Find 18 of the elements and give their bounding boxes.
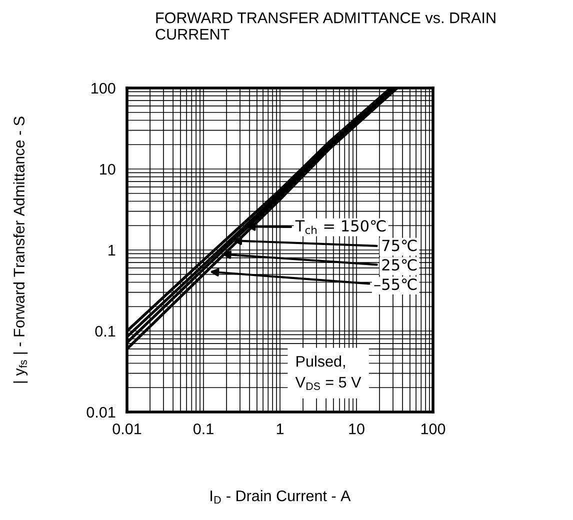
x-axis-title: I$_{D}$ - Drain Current - A — [210, 490, 351, 504]
annotation: –55℃ — [374, 278, 417, 290]
annotation: Pulsed, V$_{DS}$ = 5 V — [295, 356, 362, 390]
y-axis-title: | y$_{fs}$ | - Forward Transfer Admittance - S — [13, 116, 28, 383]
y-tick-label: 0.1 — [95, 326, 116, 337]
annotation: 25℃ — [382, 259, 417, 271]
chart-title: FORWARD TRANSFER ADMITTANCE vs. DRAIN CURRENT — [156, 12, 496, 40]
x-tick-label: 100 — [421, 424, 446, 434]
x-tick-label: 1 — [276, 424, 284, 434]
y-tick-label: 10 — [100, 164, 116, 175]
y-tick-label: 1 — [108, 245, 116, 256]
annotation: 75℃ — [382, 240, 417, 252]
x-tick-label: 0.1 — [193, 424, 214, 434]
annotation: T$_{ch}$ = 150℃ — [295, 220, 386, 234]
y-tick-label: 0.01 — [86, 406, 116, 418]
x-tick-label: 10 — [349, 424, 364, 434]
x-tick-label: 0.01 — [112, 424, 142, 434]
y-tick-label: 100 — [92, 82, 116, 94]
